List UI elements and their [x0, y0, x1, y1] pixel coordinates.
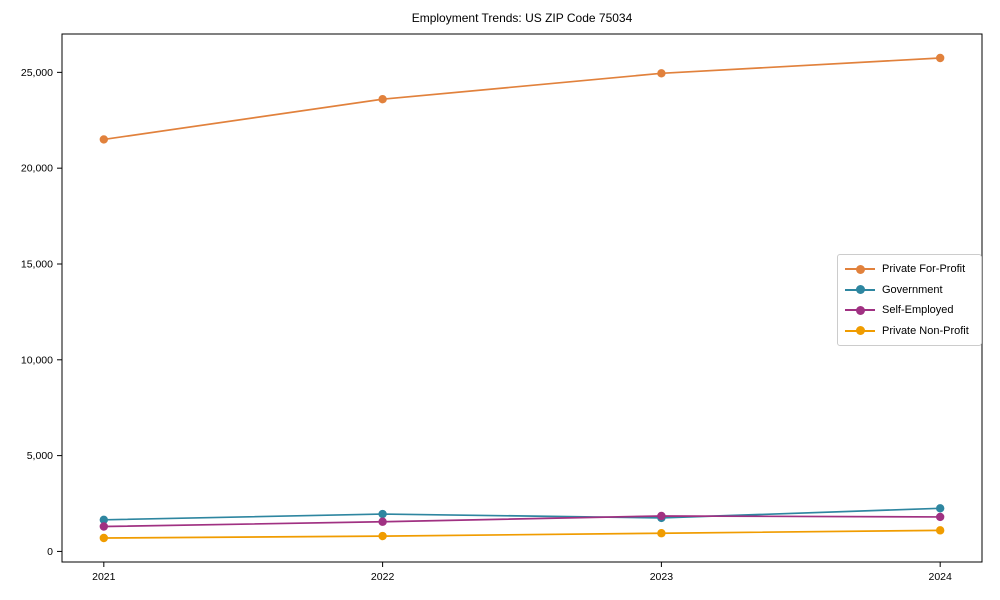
series-line-private-for-profit [103, 57, 941, 141]
data-point-private-for-profit [378, 94, 387, 104]
data-point-government [99, 515, 109, 525]
series-line-self-employed [103, 515, 941, 528]
legend-marker-icon [845, 264, 875, 274]
chart-legend: Private For-Profit Government Self-Emplo… [837, 254, 982, 346]
legend-marker-icon [845, 285, 875, 295]
data-point-private-non-profit [935, 526, 945, 535]
legend-item: Private Non-Profit [845, 321, 974, 341]
data-point-government [935, 504, 945, 513]
data-point-private-for-profit [99, 135, 109, 144]
legend-marker-icon [845, 305, 875, 315]
legend-label: Private Non-Profit [882, 324, 969, 337]
x-tick-label: 2024 [929, 571, 953, 583]
data-point-private-non-profit [657, 529, 666, 538]
legend-item: Government [845, 280, 974, 300]
series-line-private-non-profit [103, 529, 941, 539]
data-point-self-employed [378, 517, 387, 526]
plot-border [61, 33, 983, 563]
y-tick-label: 25,000 [21, 67, 53, 79]
data-point-government [378, 509, 387, 519]
x-tick-label: 2021 [92, 571, 116, 583]
y-tick-label: 20,000 [21, 163, 53, 175]
data-point-self-employed [99, 522, 109, 531]
y-tick-label: 10,000 [21, 354, 53, 366]
legend-item: Private For-Profit [845, 259, 974, 279]
legend-label: Private For-Profit [882, 263, 966, 276]
y-tick-label: 0 [47, 546, 53, 558]
data-point-private-for-profit [657, 69, 666, 78]
x-tick-label: 2022 [371, 571, 395, 583]
y-tick-label: 5,000 [27, 450, 53, 462]
x-tick-label: 2023 [650, 571, 674, 583]
data-point-self-employed [657, 511, 666, 521]
data-point-private-non-profit [99, 533, 109, 543]
legend-label: Self-Employed [882, 304, 954, 317]
data-point-self-employed [935, 512, 945, 522]
chart-title: Employment Trends: US ZIP Code 75034 [411, 11, 633, 25]
data-point-private-for-profit [935, 53, 945, 63]
data-point-private-non-profit [378, 531, 387, 541]
legend-label: Government [882, 283, 943, 296]
y-tick-label: 15,000 [21, 258, 53, 270]
legend-item: Self-Employed [845, 300, 974, 320]
series-line-government [103, 507, 941, 521]
legend-marker-icon [845, 326, 875, 336]
